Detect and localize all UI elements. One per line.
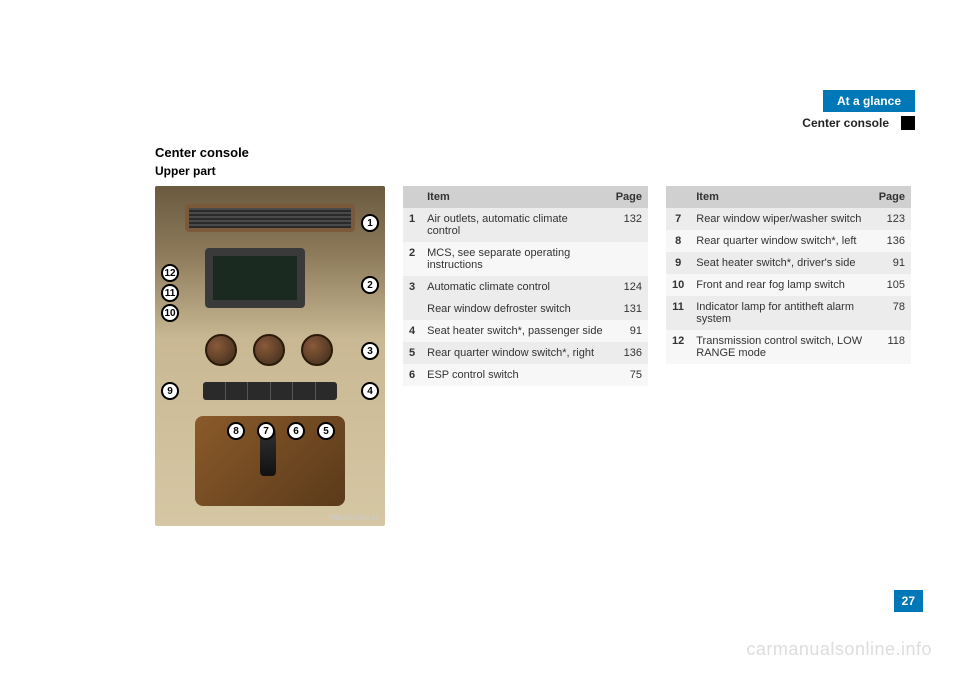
watermark: carmanualsonline.info [746,639,932,660]
page-number: 27 [894,590,923,612]
button-row-graphic [203,382,337,400]
row-number: 2 [403,242,421,276]
callout-4: 4 [361,382,379,400]
table-row: 1Air outlets, automatic climate control1… [403,208,648,242]
table-header-blank [666,186,690,208]
vents-graphic [185,204,355,232]
table-header-blank [403,186,421,208]
row-page: 136 [610,342,648,364]
table-row: 12Transmission control switch, LOW RANGE… [666,330,911,364]
row-item: MCS, see separate operating instructions [421,242,610,276]
row-item: Air outlets, automatic climate control [421,208,610,242]
table-header-page: Page [610,186,648,208]
mcs-screen-graphic [205,248,305,308]
row-number: 6 [403,364,421,386]
callout-6: 6 [287,422,305,440]
row-item: Seat heater switch*, passenger side [421,320,610,342]
table-header-item: Item [690,186,872,208]
header-tabs: At a glance Center console [802,90,915,134]
callout-10: 10 [161,304,179,322]
table-row: 4Seat heater switch*, passenger side91 [403,320,648,342]
table-row: 3Automatic climate control124 [403,276,648,298]
section-subtitle: Upper part [155,164,915,178]
callout-9: 9 [161,382,179,400]
row-page: 136 [873,230,911,252]
row-page: 132 [610,208,648,242]
callout-1: 1 [361,214,379,232]
row-item: Rear quarter window switch*, right [421,342,610,364]
callout-2: 2 [361,276,379,294]
callout-3: 3 [361,342,379,360]
row-page: 75 [610,364,648,386]
table-row: 11Indicator lamp for antitheft alarm sys… [666,296,911,330]
callout-7: 7 [257,422,275,440]
row-item: Transmission control switch, LOW RANGE m… [690,330,872,364]
row-page: 105 [873,274,911,296]
row-number: 9 [666,252,690,274]
dial-graphic [301,334,333,366]
chapter-tab: At a glance [823,90,915,112]
section-marker [901,116,915,130]
row-number: 7 [666,208,690,230]
table-row: 6ESP control switch75 [403,364,648,386]
table-header-page: Page [873,186,911,208]
row-page: 118 [873,330,911,364]
row-number: 12 [666,330,690,364]
center-console-diagram: 1 2 3 4 5 6 7 8 9 10 11 12 P68.20-2633-3… [155,186,385,526]
row-item: ESP control switch [421,364,610,386]
callout-8: 8 [227,422,245,440]
row-item: Seat heater switch*, driver's side [690,252,872,274]
row-page: 91 [610,320,648,342]
callout-5: 5 [317,422,335,440]
row-page: 91 [873,252,911,274]
row-page: 131 [610,298,648,320]
row-page [610,242,648,276]
dial-graphic [253,334,285,366]
table-row: 10Front and rear fog lamp switch105 [666,274,911,296]
row-item: Rear window defroster switch [421,298,610,320]
row-number: 10 [666,274,690,296]
row-number: 4 [403,320,421,342]
row-number: 8 [666,230,690,252]
table-row: 5Rear quarter window switch*, right136 [403,342,648,364]
table-row: 7Rear window wiper/wash­er switch123 [666,208,911,230]
image-reference: P68.20-2633-31 [329,515,379,522]
table-header-item: Item [421,186,610,208]
diagram-column: 1 2 3 4 5 6 7 8 9 10 11 12 P68.20-2633-3… [155,186,385,526]
table-2: Item Page 7Rear window wiper/wash­er swi… [666,186,911,364]
row-item: Indicator lamp for antitheft alarm syste… [690,296,872,330]
row-number: 1 [403,208,421,242]
table-row: 8Rear quarter window switch*, left136 [666,230,911,252]
dial-graphic [205,334,237,366]
table-row: 2MCS, see separate operating instruction… [403,242,648,276]
row-number: 5 [403,342,421,364]
row-page: 124 [610,276,648,298]
row-number: 11 [666,296,690,330]
row-number: 3 [403,276,421,298]
row-item: Rear quarter window switch*, left [690,230,872,252]
callout-12: 12 [161,264,179,282]
callout-11: 11 [161,284,179,302]
row-item: Front and rear fog lamp switch [690,274,872,296]
row-item: Automatic climate control [421,276,610,298]
row-page: 123 [873,208,911,230]
section-title: Center console [155,145,915,160]
row-page: 78 [873,296,911,330]
table-row: Rear window defroster switch131 [403,298,648,320]
table-row: 9Seat heater switch*, driver's side91 [666,252,911,274]
row-item: Rear window wiper/wash­er switch [690,208,872,230]
table-1: Item Page 1Air outlets, automatic climat… [403,186,648,386]
row-number [403,298,421,320]
section-tab: Center console [802,112,895,134]
